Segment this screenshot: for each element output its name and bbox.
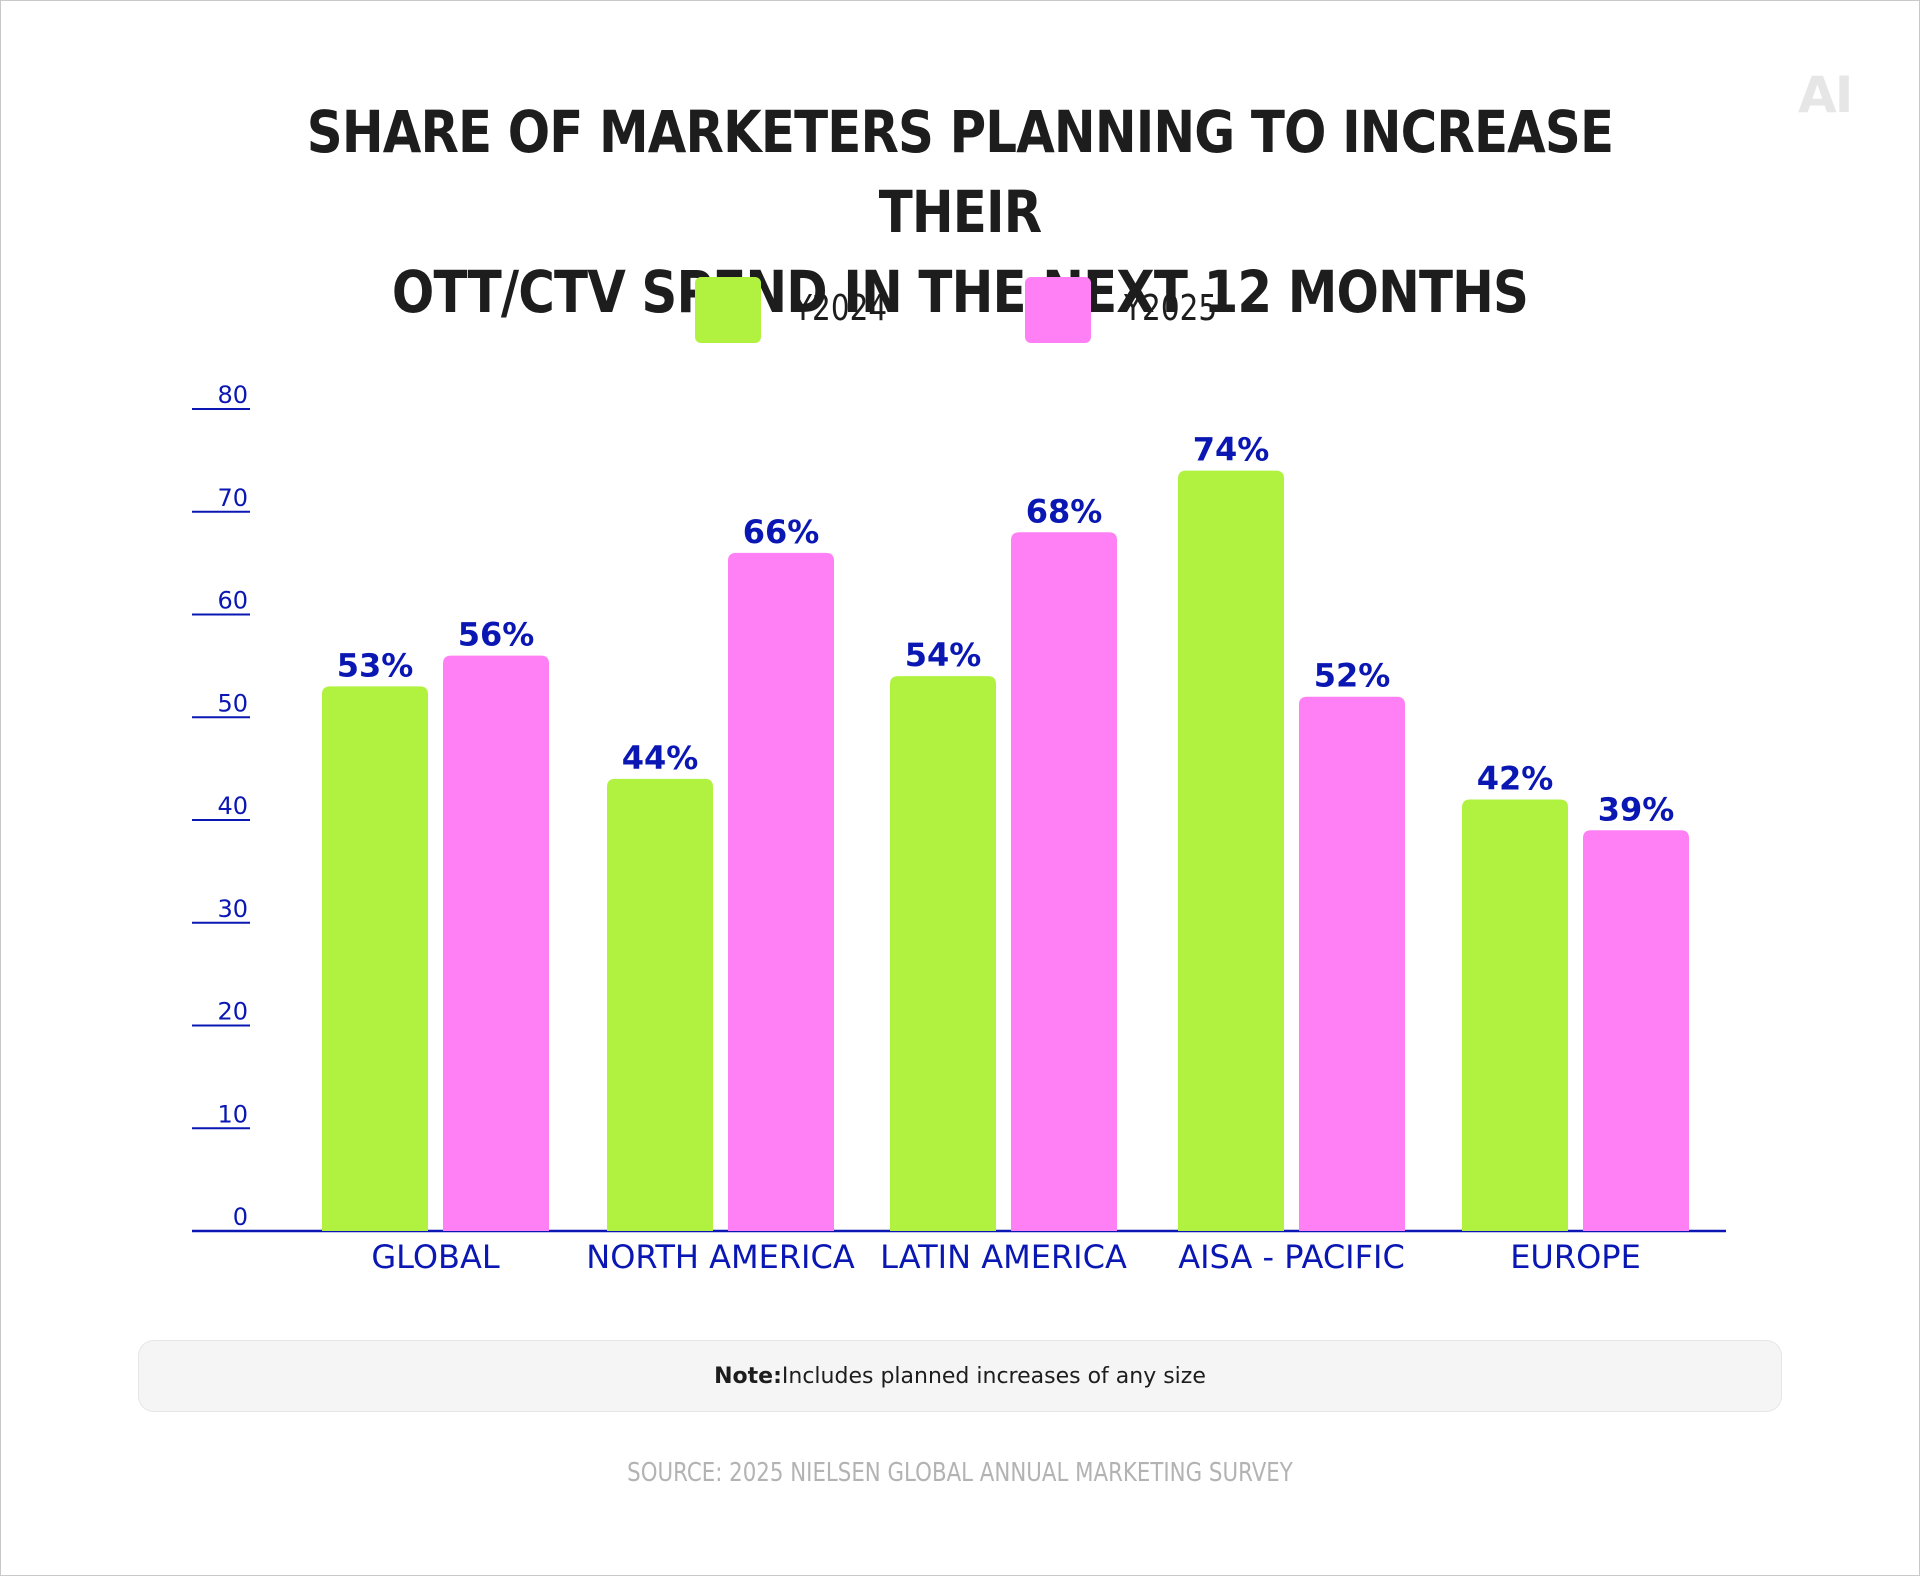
x-category-label: GLOBAL xyxy=(371,1238,500,1276)
data-label: 68% xyxy=(1026,492,1103,530)
note-box: Note: Includes planned increases of any … xyxy=(138,1340,1782,1412)
legend-label-y2024: Y2024 xyxy=(794,288,888,329)
y-tick-label: 40 xyxy=(217,792,248,820)
bar-y2025-4 xyxy=(1583,830,1689,1231)
y-tick-label: 60 xyxy=(217,587,248,615)
brand-logo: AI xyxy=(1798,66,1853,124)
legend-swatch-y2024 xyxy=(695,277,761,343)
y-tick-label: 10 xyxy=(217,1100,248,1128)
legend-swatch-y2025 xyxy=(1025,277,1091,343)
y-tick-label: 80 xyxy=(217,381,248,409)
chart-title-line-1: SHARE OF MARKETERS PLANNING TO INCREASE … xyxy=(306,98,1614,246)
x-category-label: NORTH AMERICA xyxy=(586,1238,855,1276)
y-tick-label: 30 xyxy=(217,895,248,923)
data-label: 39% xyxy=(1598,790,1675,828)
bar-y2024-1 xyxy=(607,778,713,1231)
chart-title: SHARE OF MARKETERS PLANNING TO INCREASE … xyxy=(272,92,1648,332)
data-label: 56% xyxy=(458,616,535,654)
note-label: Note: xyxy=(714,1363,782,1389)
legend-label-y2025: Y2025 xyxy=(1124,288,1218,329)
bar-y2024-0 xyxy=(322,686,428,1231)
y-tick-label: 0 xyxy=(233,1203,248,1231)
x-category-label: EUROPE xyxy=(1510,1238,1641,1276)
note-text: Includes planned increases of any size xyxy=(781,1363,1206,1389)
x-category-label: LATIN AMERICA xyxy=(880,1238,1127,1276)
chart-title-line-2: OTT/CTV SPEND IN THE NEXT 12 MONTHS xyxy=(391,258,1529,326)
source-text: SOURCE: 2025 NIELSEN GLOBAL ANNUAL MARKE… xyxy=(627,1458,1293,1488)
data-label: 53% xyxy=(337,646,414,684)
bar-y2025-3 xyxy=(1299,696,1405,1231)
bar-y2024-3 xyxy=(1178,470,1284,1231)
data-label: 54% xyxy=(905,636,982,674)
bar-y2025-2 xyxy=(1011,532,1117,1231)
y-tick-label: 20 xyxy=(217,998,248,1026)
y-tick-label: 70 xyxy=(217,484,248,512)
bar-y2025-1 xyxy=(728,552,834,1231)
data-label: 66% xyxy=(743,513,820,551)
data-label: 74% xyxy=(1193,431,1270,469)
data-label: 44% xyxy=(622,739,699,777)
data-label: 42% xyxy=(1477,759,1554,797)
bar-y2024-2 xyxy=(890,676,996,1231)
y-tick-label: 50 xyxy=(217,689,248,717)
x-category-label: AISA - PACIFIC xyxy=(1178,1238,1405,1276)
bar-y2025-0 xyxy=(443,655,549,1231)
bar-y2024-4 xyxy=(1462,799,1568,1231)
data-label: 52% xyxy=(1314,657,1391,695)
